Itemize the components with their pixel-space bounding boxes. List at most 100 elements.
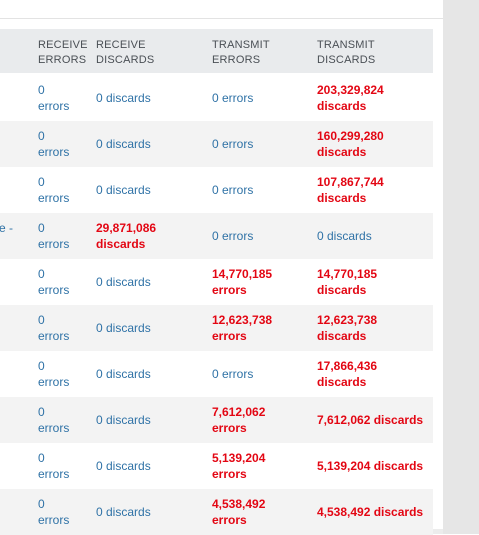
receive-errors-cell: 0 errors	[38, 220, 78, 252]
receive-errors-cell-line: errors	[38, 329, 70, 343]
transmit-discards-cell-line: discards	[317, 283, 367, 297]
transmit-errors-cell: 0 errors	[212, 366, 312, 382]
receive-discards-cell-line: 0 discards	[96, 91, 151, 105]
receive-errors-cell-line: errors	[38, 191, 70, 205]
transmit-discards-cell-line: 5,139,204 discards	[317, 459, 424, 473]
transmit-discards-cell-line: 7,612,062 discards	[317, 413, 424, 427]
receive-discards-cell: 0 discards	[96, 274, 208, 290]
transmit-discards-cell: 12,623,738 discards	[317, 312, 433, 344]
receive-errors-cell-line: 0	[38, 359, 45, 373]
transmit-errors-cell-line: 0 errors	[212, 91, 254, 105]
table-row[interactable]: e - 0 errors 29,871,086 discards 0 errors 0 di…	[0, 213, 433, 259]
transmit-discards-cell-line: 107,867,744	[317, 175, 384, 189]
transmit-discards-cell-line: 203,329,824	[317, 83, 384, 97]
receive-errors-cell-line: errors	[38, 421, 70, 435]
transmit-discards-cell: 7,612,062 discards	[317, 412, 433, 428]
receive-discards-cell: 0 discards	[96, 504, 208, 520]
receive-errors-cell-line: 0	[38, 497, 45, 511]
transmit-discards-cell-line: 12,623,738	[317, 313, 378, 327]
transmit-discards-cell-line: discards	[317, 99, 367, 113]
transmit-discards-cell-line: 160,299,280	[317, 129, 384, 143]
transmit-errors-cell-line: 0 errors	[212, 229, 254, 243]
transmit-discards-cell: 17,866,436 discards	[317, 358, 433, 390]
receive-errors-cell-line: 0	[38, 129, 45, 143]
table-row[interactable]: 0 errors 0 discards 4,538,492 errors 4,538,49…	[0, 489, 433, 535]
receive-errors-cell: 0 errors	[38, 358, 78, 390]
transmit-errors-cell-line: 4,538,492	[212, 497, 266, 511]
transmit-errors-cell: 0 errors	[212, 90, 312, 106]
transmit-discards-cell: 5,139,204 discards	[317, 458, 433, 474]
header-line: RECEIVE	[96, 39, 146, 51]
transmit-discards-cell-line: 4,538,492 discards	[317, 505, 424, 519]
table-row[interactable]: 0 errors 0 discards 14,770,185 errors 14,770,…	[0, 259, 433, 305]
receive-errors-cell-line: 0	[38, 313, 45, 327]
header-line: RECEIVE	[38, 39, 88, 51]
transmit-errors-cell: 4,538,492 errors	[212, 496, 312, 528]
transmit-discards-cell-line: 17,866,436	[317, 359, 378, 373]
column-header-receive-errors[interactable]: RECEIVE ERRORS	[38, 38, 88, 68]
receive-discards-cell: 0 discards	[96, 90, 208, 106]
receive-discards-cell-line: discards	[96, 237, 146, 251]
transmit-errors-cell-line: 0 errors	[212, 137, 254, 151]
transmit-discards-cell: 203,329,824 discards	[317, 82, 433, 114]
receive-discards-cell: 0 discards	[96, 366, 208, 382]
receive-discards-cell: 0 discards	[96, 412, 208, 428]
receive-errors-cell: 0 errors	[38, 82, 78, 114]
receive-errors-cell: 0 errors	[38, 266, 78, 298]
transmit-discards-cell: 0 discards	[317, 228, 433, 244]
transmit-errors-cell-line: errors	[212, 421, 247, 435]
table-row[interactable]: 0 errors 0 discards 0 errors 160,299,280 disc…	[0, 121, 433, 167]
column-header-transmit-errors[interactable]: TRANSMIT ERRORS	[212, 38, 270, 68]
column-header-receive-discards[interactable]: RECEIVE DISCARDS	[96, 38, 154, 68]
receive-errors-cell-line: errors	[38, 99, 70, 113]
transmit-errors-cell: 5,139,204 errors	[212, 450, 312, 482]
transmit-errors-cell: 7,612,062 errors	[212, 404, 312, 436]
transmit-discards-cell: 4,538,492 discards	[317, 504, 433, 520]
receive-discards-cell: 0 discards	[96, 182, 208, 198]
header-line: DISCARDS	[317, 54, 376, 66]
receive-errors-cell-line: 0	[38, 221, 45, 235]
receive-discards-cell-line: 0 discards	[96, 413, 151, 427]
transmit-errors-cell: 0 errors	[212, 228, 312, 244]
receive-errors-cell-line: errors	[38, 237, 70, 251]
receive-discards-cell: 29,871,086 discards	[96, 220, 208, 252]
table-header: RECEIVE ERRORS RECEIVE DISCARDS TRANSMIT…	[0, 29, 433, 73]
transmit-errors-cell-line: 12,623,738	[212, 313, 273, 327]
transmit-discards-cell: 107,867,744 discards	[317, 174, 433, 206]
transmit-errors-cell-line: errors	[212, 283, 247, 297]
transmit-errors-cell-line: 5,139,204	[212, 451, 266, 465]
receive-discards-cell: 0 discards	[96, 320, 208, 336]
transmit-discards-cell-line: discards	[317, 145, 367, 159]
table-row[interactable]: 0 errors 0 discards 0 errors 203,329,824 disc…	[0, 75, 433, 121]
receive-discards-cell-line: 0 discards	[96, 367, 151, 381]
table-row[interactable]: 0 errors 0 discards 7,612,062 errors 7,612,06…	[0, 397, 433, 443]
receive-discards-cell-line: 29,871,086	[96, 221, 157, 235]
transmit-discards-cell-line: 0 discards	[317, 229, 372, 243]
transmit-errors-cell-line: 14,770,185	[212, 267, 273, 281]
receive-discards-cell-line: 0 discards	[96, 321, 151, 335]
panel-top-border	[0, 18, 443, 19]
table-row[interactable]: 0 errors 0 discards 0 errors 17,866,436 disca…	[0, 351, 433, 397]
table-row[interactable]: 0 errors 0 discards 5,139,204 errors 5,139,20…	[0, 443, 433, 489]
table-row[interactable]: 0 errors 0 discards 12,623,738 errors 12,623,…	[0, 305, 433, 351]
transmit-errors-cell: 12,623,738 errors	[212, 312, 312, 344]
right-side-panel	[443, 0, 479, 534]
column-header-transmit-discards[interactable]: TRANSMIT DISCARDS	[317, 38, 375, 68]
receive-errors-cell-line: errors	[38, 145, 70, 159]
header-line: TRANSMIT	[212, 39, 270, 51]
receive-errors-cell-line: 0	[38, 175, 45, 189]
receive-errors-cell-line: 0	[38, 267, 45, 281]
transmit-discards-cell-line: discards	[317, 329, 367, 343]
transmit-errors-cell-line: 0 errors	[212, 367, 254, 381]
receive-discards-cell-line: 0 discards	[96, 459, 151, 473]
receive-errors-cell: 0 errors	[38, 174, 78, 206]
receive-errors-cell-line: 0	[38, 405, 45, 419]
table-row[interactable]: 0 errors 0 discards 0 errors 107,867,744 disc…	[0, 167, 433, 213]
transmit-errors-cell-line: errors	[212, 467, 247, 481]
transmit-errors-cell: 0 errors	[212, 136, 312, 152]
header-line: ERRORS	[212, 54, 261, 66]
receive-errors-cell-line: errors	[38, 467, 70, 481]
transmit-errors-cell-line: errors	[212, 513, 247, 527]
transmit-discards-cell: 160,299,280 discards	[317, 128, 433, 160]
header-line: ERRORS	[38, 54, 87, 66]
